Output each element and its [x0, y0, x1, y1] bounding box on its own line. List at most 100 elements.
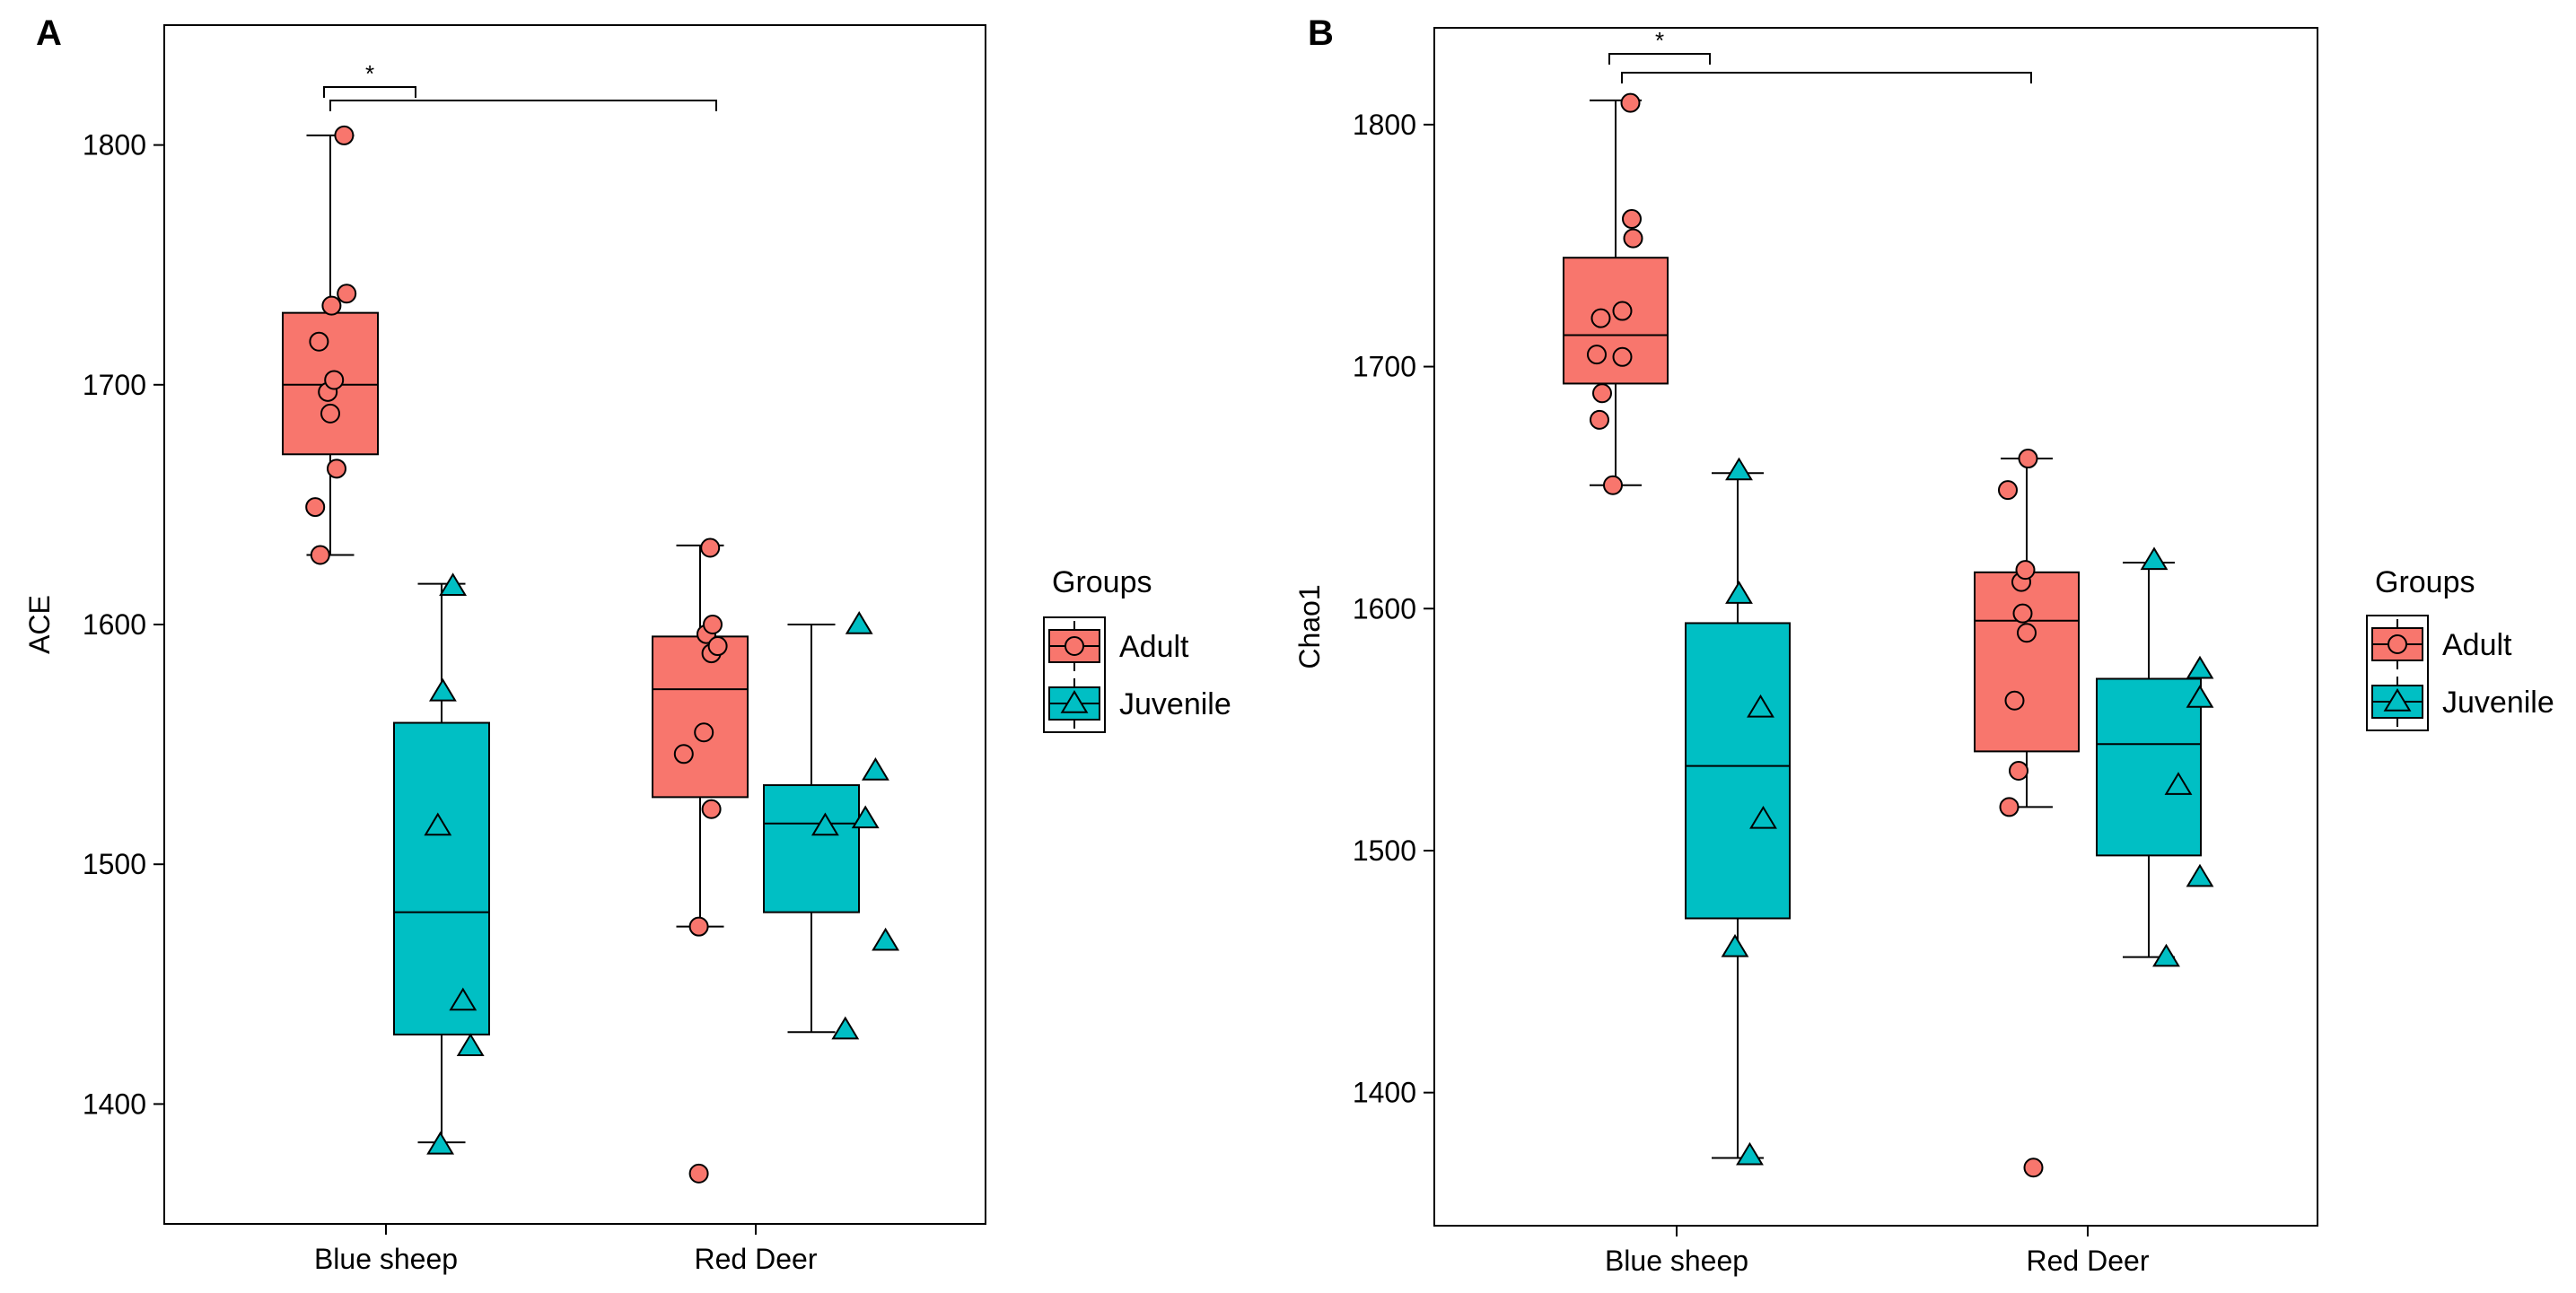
point-juvenile — [2152, 943, 2180, 967]
panel-letter: A — [36, 13, 62, 53]
point-adult — [321, 295, 342, 316]
point-adult — [2015, 560, 2036, 581]
point-adult — [688, 1163, 709, 1184]
point-adult — [305, 497, 326, 518]
point-juvenile — [456, 1033, 485, 1057]
significance-bracket — [1621, 72, 2032, 83]
point-adult — [1622, 209, 1642, 230]
point-adult — [700, 537, 721, 558]
point-adult — [2023, 1158, 2044, 1178]
point-adult — [1587, 345, 1607, 365]
point-juvenile — [1725, 457, 1753, 481]
point-adult — [324, 370, 345, 390]
point-adult — [673, 744, 694, 764]
significance-star: * — [365, 60, 374, 87]
point-juvenile — [428, 677, 457, 702]
point-adult — [707, 636, 728, 657]
point-juvenile — [2164, 772, 2193, 795]
legend-frame — [1043, 616, 1106, 733]
legend: Groups Adult Juvenile — [1043, 565, 1231, 733]
point-adult — [2018, 449, 2038, 469]
point-adult — [334, 125, 355, 145]
legend-label: Adult — [1119, 630, 1189, 664]
point-adult — [337, 284, 357, 304]
point-adult — [327, 459, 346, 479]
box-body — [2096, 677, 2202, 857]
plot-frame — [1433, 27, 2318, 1227]
box-adult-blue-sheep — [282, 134, 379, 556]
box-adult-red-deer — [652, 544, 749, 928]
point-adult — [2017, 623, 2037, 643]
point-adult — [309, 331, 329, 352]
box-body — [652, 635, 749, 799]
y-tick-label: 1700 — [1353, 351, 1416, 383]
y-tick-label: 1400 — [1353, 1077, 1416, 1109]
point-juvenile — [1725, 581, 1753, 604]
box-adult-blue-sheep — [1563, 99, 1669, 486]
x-tick-label: Red Deer — [2027, 1245, 2150, 1277]
legend: Groups Adult Juvenile — [2366, 565, 2554, 731]
point-juvenile — [424, 812, 452, 836]
box-juvenile-blue-sheep — [393, 582, 490, 1144]
y-tick-label: 1700 — [83, 369, 146, 401]
box-body — [393, 721, 490, 1035]
point-adult — [2009, 760, 2028, 781]
legend-key-marker — [1065, 636, 1084, 656]
point-juvenile — [1747, 694, 1774, 718]
box-body — [1685, 622, 1791, 920]
legend-frame — [2366, 615, 2429, 731]
point-juvenile — [851, 805, 880, 829]
box-juvenile-red-deer — [763, 624, 860, 1034]
box-juvenile-red-deer — [2096, 562, 2202, 958]
point-juvenile — [872, 927, 900, 951]
legend-key-marker — [1060, 690, 1089, 713]
point-juvenile — [845, 611, 873, 634]
point-juvenile — [2140, 546, 2169, 571]
point-juvenile — [426, 1131, 455, 1155]
significance-bracket — [1608, 53, 1711, 65]
point-juvenile — [2186, 685, 2214, 708]
legend-key-marker — [2383, 688, 2412, 712]
point-adult — [2004, 690, 2025, 711]
panel-b: B 1400 1500 1600 1700 1800 Chao1 Blue sheep Red … — [1293, 13, 2318, 1277]
point-juvenile — [810, 812, 839, 836]
point-adult — [1590, 409, 1609, 430]
point-adult — [701, 799, 722, 819]
point-juvenile — [831, 1016, 860, 1040]
point-adult — [1612, 301, 1633, 321]
significance-bracket — [329, 100, 717, 111]
legend-title: Groups — [2375, 565, 2475, 599]
legend-key-marker — [2388, 634, 2407, 654]
point-adult — [320, 403, 340, 424]
point-adult — [1592, 383, 1612, 404]
point-juvenile — [2186, 863, 2214, 887]
point-adult — [694, 722, 714, 743]
legend-label: Juvenile — [2442, 686, 2554, 720]
y-tick-label: 1800 — [1353, 109, 1416, 141]
box-juvenile-blue-sheep — [1685, 472, 1791, 1159]
point-adult — [310, 545, 330, 565]
point-juvenile — [439, 572, 468, 596]
panel-letter: B — [1308, 13, 1334, 53]
point-adult — [1999, 797, 2020, 817]
box-adult-red-deer — [1974, 458, 2080, 808]
significance-bracket — [323, 86, 416, 98]
point-adult — [1590, 308, 1611, 328]
y-tick-label: 1600 — [83, 608, 146, 641]
point-juvenile — [449, 987, 478, 1011]
y-tick-label: 1500 — [1353, 834, 1416, 867]
point-adult — [1603, 475, 1623, 495]
panel-a: A 1400 1500 1600 1700 1800 ACE Blue sheep Red De… — [23, 13, 986, 1275]
y-tick-label: 1500 — [83, 848, 146, 880]
significance-star: * — [1655, 27, 1664, 54]
y-tick-label: 1400 — [83, 1088, 146, 1120]
point-juvenile — [861, 757, 889, 781]
y-axis-title: ACE — [23, 595, 56, 654]
x-tick-label: Blue sheep — [1605, 1245, 1748, 1277]
y-tick-label: 1600 — [1353, 592, 1416, 625]
y-tick-label: 1800 — [83, 129, 146, 162]
box-body — [763, 784, 860, 913]
legend-label: Adult — [2442, 628, 2512, 662]
point-adult — [1998, 480, 2018, 501]
